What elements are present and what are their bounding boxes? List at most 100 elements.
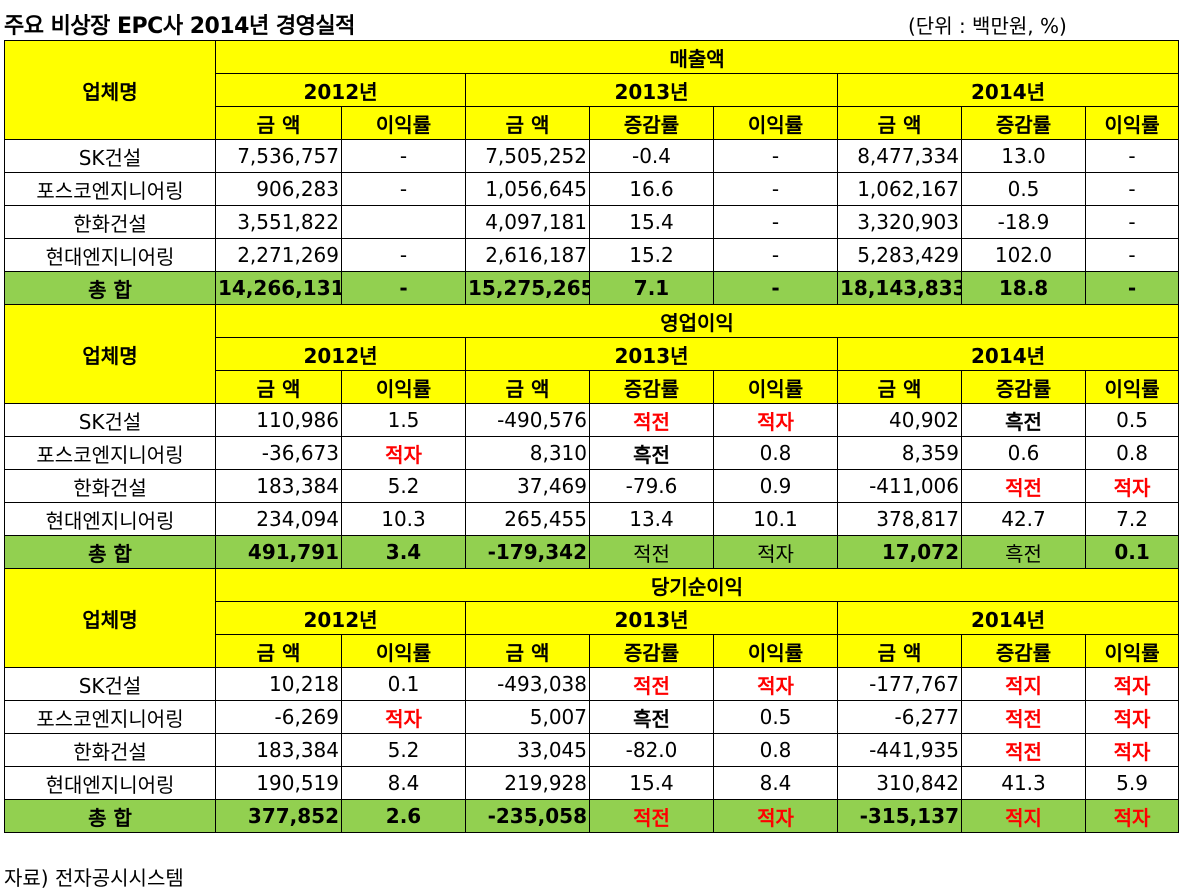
amount-cell: 2,616,187 — [465, 238, 590, 272]
amount-cell: 17,072 — [837, 535, 962, 569]
margin-cell: 0.8 — [713, 733, 838, 767]
change-cell: 15.4 — [589, 766, 714, 800]
margin-cell: 적자 — [1084, 733, 1180, 767]
company-name-cell: 현대엔지니어링 — [4, 238, 216, 272]
margin-cell: 3.4 — [341, 535, 466, 569]
amount-header: 금 액 — [837, 370, 962, 404]
change-cell: -79.6 — [589, 469, 714, 503]
margin-cell — [341, 205, 466, 239]
change-cell: 적전 — [589, 667, 714, 701]
change-header: 증감률 — [961, 370, 1086, 404]
amount-cell: -490,576 — [465, 403, 590, 437]
margin-cell: - — [713, 172, 838, 206]
year-2012-header: 2012년 — [215, 337, 466, 371]
company-name-cell: SK건설 — [4, 667, 216, 701]
margin-cell: 0.1 — [341, 667, 466, 701]
margin-header: 이익률 — [713, 370, 838, 404]
amount-cell: -411,006 — [837, 469, 962, 503]
change-cell: 적전 — [589, 535, 714, 569]
margin-cell: - — [713, 205, 838, 239]
company-name-cell: SK건설 — [4, 139, 216, 173]
column-label-row: 금 액 이익률 금 액 증감률 이익률 금 액 증감률 이익률 — [5, 634, 1180, 668]
margin-header: 이익률 — [713, 634, 838, 668]
change-cell: 적전 — [961, 733, 1086, 767]
company-name-cell: 한화건설 — [4, 733, 216, 767]
amount-cell: 4,097,181 — [465, 205, 590, 239]
year-header-row: 2012년 2013년 2014년 — [5, 601, 1180, 635]
company-name-cell: SK건설 — [4, 403, 216, 437]
amount-cell: 8,359 — [837, 436, 962, 470]
amount-cell: 377,852 — [215, 799, 342, 833]
amount-header: 금 액 — [465, 634, 590, 668]
margin-cell: 적자 — [341, 700, 466, 734]
company-name-cell: 포스코엔지니어링 — [4, 700, 216, 734]
amount-header: 금 액 — [215, 634, 342, 668]
change-cell: 흑전 — [961, 535, 1086, 569]
amount-header: 금 액 — [837, 634, 962, 668]
amount-cell: 40,902 — [837, 403, 962, 437]
amount-cell: 183,384 — [215, 469, 342, 503]
margin-cell: - — [341, 238, 466, 272]
total-row: 총 합 14,266,131-15,275,265 7.1-18,143,833 18… — [4, 271, 1180, 305]
table-row: 한화건설 183,384 5.2 33,045 -82.0 0.8 -441,935 적전 적자 — [4, 733, 1180, 767]
margin-header: 이익률 — [341, 106, 466, 140]
table-row: 포스코엔지니어링 906,283-1,056,645 16.6-1,062,167 0… — [4, 172, 1180, 206]
margin-cell: 0.5 — [1084, 403, 1180, 437]
margin-cell: 8.4 — [713, 766, 838, 800]
amount-cell: 3,320,903 — [837, 205, 962, 239]
change-cell: 102.0 — [961, 238, 1086, 272]
amount-cell: 234,094 — [215, 502, 342, 536]
change-cell: -0.4 — [589, 139, 714, 173]
change-cell: 41.3 — [961, 766, 1086, 800]
change-cell: 15.4 — [589, 205, 714, 239]
amount-cell: -6,277 — [837, 700, 962, 734]
margin-cell: 10.1 — [713, 502, 838, 536]
change-cell: 15.2 — [589, 238, 714, 272]
amount-cell: -315,137 — [837, 799, 962, 833]
table-row: SK건설 7,536,757-7,505,252 -0.4-8,477,334 13.… — [4, 139, 1180, 173]
change-cell: 흑전 — [589, 700, 714, 734]
amount-cell: 378,817 — [837, 502, 962, 536]
change-cell: 16.6 — [589, 172, 714, 206]
margin-cell: - — [1084, 172, 1180, 206]
total-row: 총 합 377,852 2.6 -235,058 적전 적자 -315,137 적지 적자 — [4, 799, 1180, 833]
table-row: 포스코엔지니어링 -6,269 적자 5,007 흑전 0.5 -6,277 적전 적자 — [4, 700, 1180, 734]
margin-cell: 적자 — [713, 535, 838, 569]
change-cell: 적전 — [961, 469, 1086, 503]
company-name-cell: 총 합 — [4, 271, 216, 305]
company-name-cell: 총 합 — [4, 799, 216, 833]
amount-cell: 2,271,269 — [215, 238, 342, 272]
margin-cell: 적자 — [1084, 469, 1180, 503]
unit-note: (단위 : 백만원, %) — [908, 14, 1067, 38]
year-2013-header: 2013년 — [465, 601, 838, 635]
margin-cell: - — [713, 271, 838, 305]
margin-cell: 0.1 — [1084, 535, 1180, 569]
amount-cell: 183,384 — [215, 733, 342, 767]
amount-header: 금 액 — [215, 106, 342, 140]
amount-cell: 7,505,252 — [465, 139, 590, 173]
year-2013-header: 2013년 — [465, 73, 838, 107]
margin-cell: - — [713, 238, 838, 272]
margin-cell: 적자 — [713, 403, 838, 437]
margin-cell: 7.2 — [1084, 502, 1180, 536]
change-cell: 42.7 — [961, 502, 1086, 536]
section-header-row: 업체명 영업이익 — [4, 304, 1180, 404]
margin-header: 이익률 — [341, 370, 466, 404]
company-column-header: 업체명 — [4, 304, 216, 404]
amount-cell: 1,056,645 — [465, 172, 590, 206]
amount-cell: 310,842 — [837, 766, 962, 800]
change-header: 증감률 — [961, 106, 1086, 140]
amount-header: 금 액 — [215, 370, 342, 404]
margin-cell: - — [341, 271, 466, 305]
change-cell: 적지 — [961, 667, 1086, 701]
margin-cell: - — [1084, 139, 1180, 173]
change-cell: 0.6 — [961, 436, 1086, 470]
change-cell: 0.5 — [961, 172, 1086, 206]
year-header-row: 2012년 2013년 2014년 — [5, 73, 1180, 107]
change-header: 증감률 — [589, 370, 714, 404]
change-cell: 18.8 — [961, 271, 1086, 305]
margin-header: 이익률 — [1084, 634, 1180, 668]
amount-cell: 7,536,757 — [215, 139, 342, 173]
table-row: 한화건설 3,551,822 4,097,181 15.4-3,320,903 -18.… — [4, 205, 1180, 239]
